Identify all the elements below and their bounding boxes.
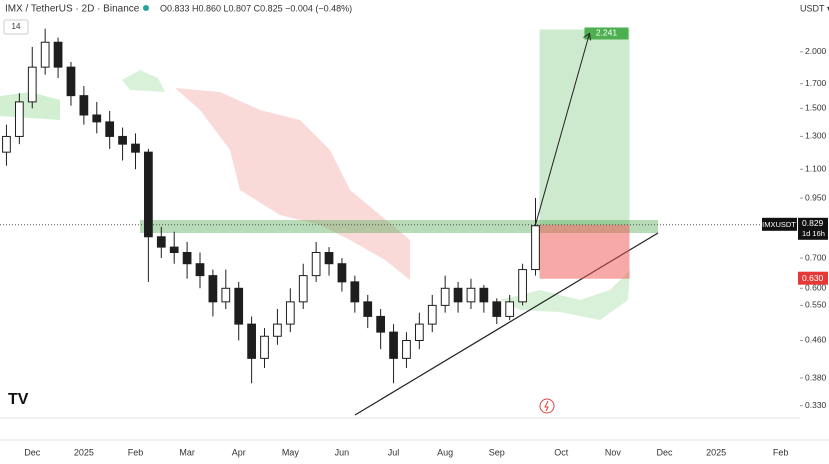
currency[interactable]: USDT ▾ — [800, 3, 829, 13]
x-tick-label: Jun — [335, 447, 350, 457]
candle-body — [144, 151, 153, 238]
symbol-title: IMX / TetherUS · 2D · Binance — [5, 4, 140, 15]
candle-body — [518, 269, 527, 303]
candle-body — [79, 95, 89, 116]
x-tick-label: Nov — [605, 447, 622, 457]
x-tick-label: Dec — [657, 447, 674, 457]
candle-body — [40, 41, 50, 68]
candle-body — [350, 281, 360, 303]
x-tick-label: Mar — [179, 447, 195, 457]
status-dot — [143, 5, 149, 11]
last-price-bg — [798, 217, 828, 240]
candle-body — [531, 225, 540, 271]
arrow-head — [583, 32, 591, 41]
x-tick-label: 2025 — [74, 447, 94, 457]
x-tick-label: Sep — [489, 447, 505, 457]
candle-body — [247, 323, 256, 359]
candle-body — [427, 304, 437, 325]
x-tick-label: 2025 — [706, 447, 726, 457]
y-tick-label: 0.950 — [805, 192, 827, 202]
y-tick-label: 0.600 — [805, 283, 827, 293]
stop-box — [539, 224, 630, 279]
candle-body — [492, 301, 502, 317]
x-tick-label: Oct — [554, 447, 569, 457]
target-label: 2.241 — [596, 28, 618, 38]
candle-body — [66, 66, 76, 97]
candle-body — [156, 236, 166, 248]
target-tag — [584, 27, 629, 40]
cloud — [500, 270, 630, 320]
candle-body — [402, 339, 411, 359]
candle-body — [131, 143, 140, 153]
target-box — [539, 29, 630, 225]
candle-body — [453, 287, 463, 303]
y-tick-label: 1.700 — [805, 78, 827, 88]
candle-body — [285, 301, 295, 325]
candle-body — [118, 135, 127, 145]
y-tick-label: 0.550 — [805, 300, 827, 310]
event-icon-bolt — [544, 400, 549, 412]
candle-body — [27, 66, 37, 103]
symbol-tag: IMXUSDT — [762, 220, 796, 229]
y-tick-label: 1.100 — [805, 163, 827, 173]
y-tick-label: 0.460 — [805, 335, 827, 345]
y-tick-label: 2.000 — [805, 46, 827, 56]
candle-body — [311, 251, 321, 277]
candle-body — [298, 275, 308, 303]
candle-body — [505, 301, 515, 317]
candle-body — [324, 251, 334, 265]
badge[interactable] — [3, 19, 29, 35]
x-tick-label: May — [282, 447, 300, 457]
y-tick-label: 0.330 — [805, 400, 827, 410]
candle-body — [389, 331, 398, 359]
projection-arrow — [535, 33, 590, 225]
x-tick-label: Feb — [128, 447, 144, 457]
stop-tag-bg — [798, 271, 828, 285]
y-tick-label: 0.700 — [805, 252, 827, 262]
candle-body — [479, 287, 489, 303]
candle-body — [466, 287, 476, 303]
x-tick-label: Feb — [773, 447, 789, 457]
stop-label: 0.630 — [802, 273, 824, 283]
candle-body — [363, 301, 373, 317]
cloud — [122, 70, 165, 92]
candle-body — [273, 323, 282, 337]
y-tick-label: 1.500 — [805, 103, 827, 113]
x-tick-label: Apr — [232, 447, 246, 457]
event-icon[interactable] — [539, 398, 555, 414]
x-tick-label: Jul — [388, 447, 400, 457]
candle-body — [376, 315, 386, 333]
candle-body — [14, 101, 24, 137]
candle-body — [92, 114, 102, 123]
interval-badge: 14 — [12, 22, 21, 31]
candle-body — [234, 287, 244, 325]
candle-body — [337, 263, 347, 283]
candle-body — [169, 246, 179, 253]
candle-body — [105, 121, 115, 137]
last-price-label: 0.829 — [802, 218, 824, 228]
logo: TV — [8, 391, 29, 408]
x-tick-label: Aug — [437, 447, 453, 457]
candle-body — [208, 275, 218, 303]
candle-body — [440, 287, 450, 306]
countdown: 1d 16h — [802, 229, 825, 238]
ohlc-text: O0.833 H0.860 L0.807 C0.825 −0.004 (−0.4… — [160, 3, 352, 13]
candle-body — [182, 251, 192, 265]
cloud — [175, 88, 410, 280]
candle-body — [53, 41, 63, 68]
y-tick-label: 0.380 — [805, 372, 827, 382]
candle-body — [221, 287, 231, 303]
candle-body — [195, 263, 205, 277]
x-tick-label: Dec — [24, 447, 41, 457]
y-tick-label: 1.300 — [805, 131, 827, 141]
zone — [140, 220, 658, 233]
candle-body — [260, 335, 269, 359]
candle-body — [414, 323, 424, 341]
symbol-tag-bg — [762, 217, 797, 231]
candle-body — [2, 135, 11, 153]
